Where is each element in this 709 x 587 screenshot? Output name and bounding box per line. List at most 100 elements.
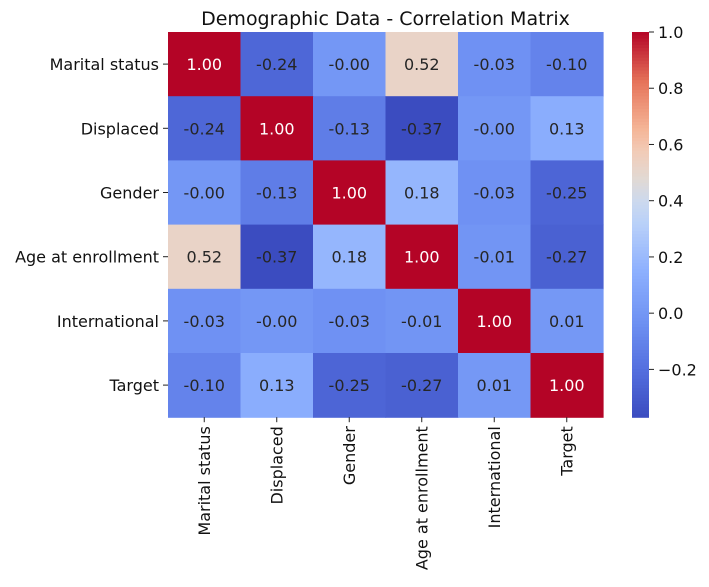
colorbar-segment (632, 153, 649, 158)
colorbar-tick-label: 0.4 (658, 192, 683, 211)
colorbar-segment (632, 237, 649, 242)
colorbar-segment (632, 48, 649, 52)
colorbar-segment (632, 166, 649, 171)
heatmap-cell-label: -0.37 (401, 119, 442, 138)
colorbar-segment (632, 128, 649, 133)
heatmap-cell-label: 0.01 (476, 376, 512, 395)
colorbar-segment (632, 404, 649, 409)
heatmap-cell-label: -0.10 (546, 55, 587, 74)
colorbar-tick-label: 0.0 (658, 304, 683, 323)
y-axis-tick-label: Age at enrollment (15, 248, 159, 267)
colorbar-segment (632, 263, 649, 267)
colorbar-segment (632, 205, 649, 210)
colorbar-segment (632, 311, 649, 316)
heatmap-cell-label: -0.10 (184, 376, 225, 395)
colorbar-segment (632, 131, 649, 136)
colorbar-segment (632, 96, 649, 101)
colorbar-segment (632, 365, 649, 370)
colorbar-segment (632, 118, 649, 123)
heatmap-cell-label: -0.13 (256, 184, 297, 203)
colorbar-segment (632, 227, 649, 232)
colorbar-segment (632, 35, 649, 40)
colorbar-segment (632, 141, 649, 145)
colorbar-segment (632, 186, 649, 190)
heatmap-cell (240, 160, 314, 226)
colorbar-segment (632, 381, 649, 386)
colorbar-segment (632, 73, 649, 78)
colorbar-segment (632, 369, 649, 373)
heatmap-cell-label: 0.01 (549, 312, 585, 331)
heatmap-cell (530, 288, 604, 354)
colorbar-segment (632, 157, 649, 161)
colorbar-segment (632, 51, 649, 56)
colorbar-segment (632, 298, 649, 303)
colorbar-segment (632, 269, 649, 274)
colorbar-segment (632, 202, 649, 206)
colorbar-segment (632, 295, 649, 300)
chart-title: Demographic Data - Correlation Matrix (201, 8, 570, 30)
colorbar-segment (632, 385, 649, 389)
colorbar-segment (632, 60, 649, 65)
colorbar-segment (632, 198, 649, 203)
colorbar-segment (632, 134, 649, 139)
colorbar-segment (632, 144, 649, 149)
heatmap-cell-label: 0.52 (186, 248, 222, 267)
colorbar-segment (632, 89, 649, 94)
heatmap-cell-label: 0.52 (404, 55, 440, 74)
heatmap-cell (385, 96, 459, 161)
heatmap-cell (385, 160, 459, 226)
colorbar-segment (632, 32, 649, 36)
heatmap-cell (385, 224, 459, 290)
heatmap-cell (240, 288, 314, 354)
colorbar-tick-label: 0.2 (658, 248, 683, 267)
colorbar-segment (632, 218, 649, 222)
colorbar-segment (632, 192, 649, 197)
y-axis-tick-label: International (57, 312, 159, 331)
colorbar-segment (632, 301, 649, 306)
heatmap-cell (530, 353, 604, 418)
heatmap-cell-label: -0.03 (329, 312, 370, 331)
heatmap-cell-label: -0.27 (546, 248, 587, 267)
colorbar-tick-label: 0.6 (658, 135, 683, 154)
x-axis-tick-labels: Marital status Displaced Gender Age at enro… (195, 417, 577, 570)
colorbar-segment (632, 353, 649, 357)
colorbar-segment (632, 388, 649, 393)
y-axis-tick-label: Target (109, 376, 160, 395)
colorbar-segment (632, 234, 649, 239)
colorbar-segment (632, 173, 649, 178)
heatmap-cell-label: 1.00 (331, 184, 367, 203)
colorbar-segment (632, 362, 649, 367)
heatmap-cell (168, 96, 242, 161)
colorbar-segment (632, 279, 649, 283)
colorbar-segment (632, 292, 649, 296)
colorbar-segment (632, 324, 649, 328)
heatmap-cell (168, 32, 242, 97)
colorbar-segment (632, 121, 649, 126)
heatmap-cell (240, 353, 314, 418)
colorbar-segment (632, 272, 649, 277)
colorbar-segment (632, 413, 649, 418)
colorbar-segment (632, 327, 649, 332)
x-axis-tick-label: Marital status (195, 426, 214, 535)
colorbar-segment (632, 340, 649, 344)
heatmap-cell (313, 288, 387, 354)
heatmap-cell-label: -0.37 (256, 248, 297, 267)
heatmap-cell (313, 353, 387, 418)
colorbar-segment (632, 397, 649, 402)
colorbar-segment (632, 410, 649, 415)
x-axis-tick-label: Displaced (268, 426, 287, 504)
colorbar-segment (632, 41, 649, 46)
heatmap-cell-label: 0.18 (404, 184, 440, 203)
colorbar-segment (632, 231, 649, 235)
colorbar-segment (632, 189, 649, 194)
colorbar-segment (632, 54, 649, 59)
heatmap-cell (458, 96, 532, 161)
colorbar-segment (632, 179, 649, 184)
heatmap-cell (458, 288, 532, 354)
y-axis-tick-label: Marital status (50, 55, 159, 74)
colorbar-segment (632, 105, 649, 110)
colorbar-segment (632, 333, 649, 338)
colorbar-tick-label: 0.8 (658, 79, 683, 98)
heatmap-cell-label: -0.03 (474, 184, 515, 203)
colorbar-segment (632, 240, 649, 245)
